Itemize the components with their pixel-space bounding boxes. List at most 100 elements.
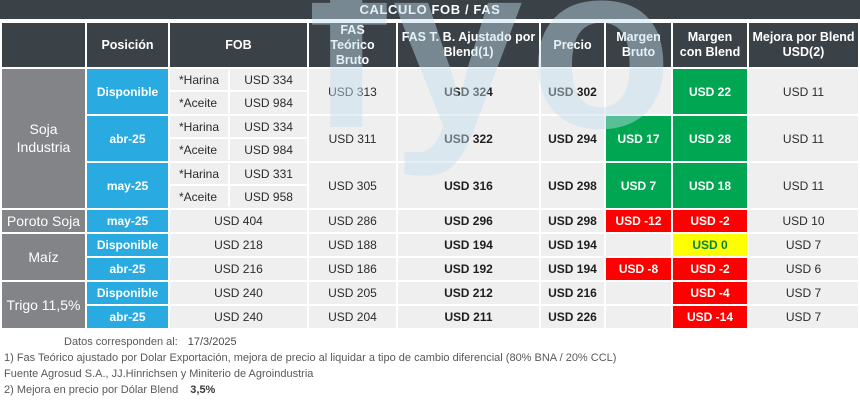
- fob-cell: *Harina USD 331 *Aceite USD 958: [168, 161, 309, 211]
- fas-teorico-cell: USD 205: [307, 280, 398, 307]
- mejora-blend-cell: USD 11: [747, 67, 860, 117]
- precio-cell: USD 226: [539, 304, 606, 331]
- fob-product-label: *Harina: [171, 117, 231, 139]
- table-row: abr-25 USD 240 USD 204 USD 211 USD 226 U…: [1, 304, 860, 331]
- source-line: Fuente Agrosud S.A., JJ.Hinrichsen y Min…: [4, 368, 314, 381]
- margen-blend-cell: USD 22: [671, 67, 749, 117]
- mejora-blend-cell: USD 11: [747, 161, 860, 211]
- table-row: abr-25 *Harina USD 334 *Aceite USD 984 U…: [1, 114, 860, 164]
- fob-cell: USD 404: [168, 208, 309, 235]
- footnotes: Datos corresponden al: 17/3/2025 1) Fas T…: [0, 335, 860, 399]
- table-row: abr-25 USD 216 USD 186 USD 192 USD 194 U…: [1, 256, 860, 283]
- fas-teorico-cell: USD 286: [307, 208, 398, 235]
- fob-product-value: USD 331: [230, 164, 306, 186]
- margen-blend-cell: USD 0: [671, 232, 749, 259]
- precio-cell: USD 216: [539, 280, 606, 307]
- table-row: Trigo 11,5% Disponible USD 240 USD 205 U…: [0, 280, 860, 331]
- margen-bruto-cell: [604, 232, 673, 259]
- margen-bruto-cell: USD 7: [604, 161, 673, 211]
- data-date-label: Datos corresponden al:: [64, 336, 178, 349]
- mejora-blend-cell: USD 7: [747, 232, 860, 259]
- col-header-fas-teorico: FAS Teórico Bruto: [307, 20, 398, 70]
- fob-cell: USD 240: [168, 304, 309, 331]
- col-header-fas-ajustado: FAS T. B. Ajustado por Blend(1): [396, 20, 541, 70]
- row-group-soja-industria: Soja Industria: [0, 67, 87, 211]
- margen-bruto-cell: [604, 280, 673, 307]
- margen-blend-cell: USD -2: [671, 208, 749, 235]
- fob-cell: *Harina USD 334 *Aceite USD 984: [168, 67, 309, 117]
- row-group-maiz: Maíz: [0, 232, 87, 283]
- fob-cell: USD 218: [168, 232, 309, 259]
- position-cell: Disponible: [85, 232, 170, 259]
- fob-product-label: *Aceite: [171, 185, 231, 208]
- fob-product-value: USD 984: [244, 95, 293, 110]
- col-header-fob: FOB: [168, 20, 309, 70]
- fob-product-value: USD 958: [244, 189, 293, 204]
- precio-cell: USD 298: [539, 208, 606, 235]
- data-date-line: Datos corresponden al: 17/3/2025: [4, 335, 860, 351]
- fob-cell: *Harina USD 334 *Aceite USD 984: [168, 114, 309, 164]
- table-row: may-25 *Harina USD 331 *Aceite USD 958 U…: [1, 161, 860, 211]
- fas-teorico-cell: USD 204: [307, 304, 398, 331]
- precio-cell: USD 298: [539, 161, 606, 211]
- table-row: Poroto Soja may-25 USD 404 USD 286 USD 2…: [0, 208, 860, 235]
- mejora-blend-cell: USD 10: [747, 208, 860, 235]
- corner-cell: [0, 20, 87, 70]
- fob-product-label: *Aceite: [171, 138, 231, 161]
- fob-cell: USD 216: [168, 256, 309, 283]
- margen-bruto-cell: USD -8: [604, 256, 673, 283]
- fob-fas-table: Posición FOB FAS Teórico Bruto FAS T. B.…: [0, 20, 860, 331]
- table-row: Maíz Disponible USD 218 USD 188 USD 194 …: [0, 232, 860, 283]
- margen-blend-cell: USD 18: [671, 161, 749, 211]
- fas-ajustado-cell: USD 212: [396, 280, 541, 307]
- row-group-poroto-soja: Poroto Soja: [0, 208, 87, 235]
- fob-product-value: USD 334: [230, 117, 306, 139]
- fas-ajustado-cell: USD 296: [396, 208, 541, 235]
- position-cell: abr-25: [85, 114, 170, 164]
- fas-ajustado-cell: USD 324: [396, 67, 541, 117]
- table-row: Soja Industria Disponible *Harina USD 33…: [0, 67, 860, 211]
- position-cell: Disponible: [85, 67, 170, 117]
- fas-ajustado-cell: USD 192: [396, 256, 541, 283]
- fas-teorico-cell: USD 311: [307, 114, 398, 164]
- fas-teorico-cell: USD 186: [307, 256, 398, 283]
- margen-bruto-cell: USD -12: [604, 208, 673, 235]
- fas-teorico-cell: USD 305: [307, 161, 398, 211]
- col-header-margen-blend: Margen con Blend: [671, 20, 749, 70]
- fob-product-label: *Harina: [171, 164, 231, 186]
- position-cell: may-25: [85, 161, 170, 211]
- col-header-margen-bruto: Margen Bruto: [604, 20, 673, 70]
- mejora-blend-cell: USD 6: [747, 256, 860, 283]
- margen-blend-cell: USD -2: [671, 256, 749, 283]
- footnote-2: 2) Mejora en precio por Dólar Blend 3,5%: [4, 383, 860, 399]
- col-header-mejora-blend: Mejora por Blend USD(2): [747, 20, 860, 70]
- precio-cell: USD 302: [539, 67, 606, 117]
- margen-blend-cell: USD 28: [671, 114, 749, 164]
- fob-product-value: USD 984: [244, 142, 293, 157]
- mejora-blend-cell: USD 7: [747, 304, 860, 331]
- col-header-precio: Precio: [539, 20, 606, 70]
- fob-product-label: *Aceite: [171, 91, 231, 114]
- precio-cell: USD 194: [539, 232, 606, 259]
- fas-ajustado-cell: USD 211: [396, 304, 541, 331]
- fob-cell: USD 240: [168, 280, 309, 307]
- fob-product-label: *Harina: [171, 70, 231, 92]
- mejora-blend-cell: USD 11: [747, 114, 860, 164]
- margen-bruto-cell: [604, 67, 673, 117]
- footnote-2-value: 3,5%: [190, 384, 216, 397]
- header-row: Posición FOB FAS Teórico Bruto FAS T. B.…: [0, 20, 860, 70]
- row-group-trigo: Trigo 11,5%: [0, 280, 87, 331]
- fas-ajustado-cell: USD 194: [396, 232, 541, 259]
- position-cell: abr-25: [85, 304, 170, 331]
- footnote-1: 1) Fas Teórico ajustado por Dolar Export…: [4, 352, 617, 365]
- fas-teorico-cell: USD 188: [307, 232, 398, 259]
- position-cell: may-25: [85, 208, 170, 235]
- data-date-value: 17/3/2025: [187, 336, 237, 349]
- mejora-blend-cell: USD 7: [747, 280, 860, 307]
- col-header-posicion: Posición: [85, 20, 170, 70]
- margen-bruto-cell: USD 17: [604, 114, 673, 164]
- margen-bruto-cell: [604, 304, 673, 331]
- fas-ajustado-cell: USD 322: [396, 114, 541, 164]
- fas-teorico-cell: USD 313: [307, 67, 398, 117]
